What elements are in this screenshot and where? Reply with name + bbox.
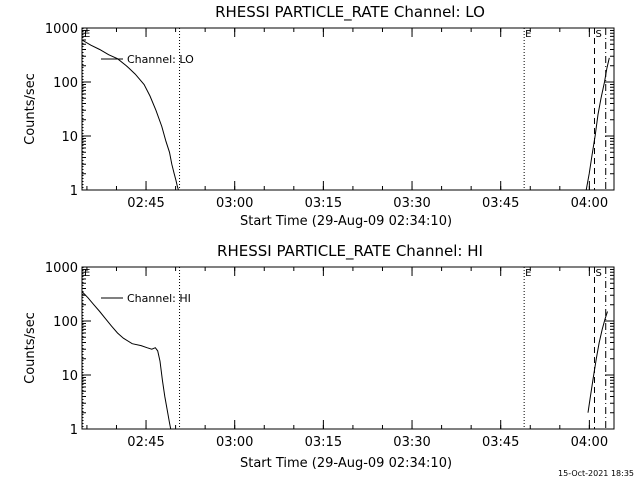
y-tick-label: 1 [70, 184, 78, 199]
y-tick-label: 100 [53, 315, 78, 330]
series-line [587, 311, 608, 413]
panel-hi-plot-frame [81, 266, 615, 430]
event-marker-label: E [525, 29, 531, 40]
y-tick-label: 10 [61, 130, 78, 145]
event-marker-label: S [595, 29, 601, 40]
event-marker-label: E [525, 268, 531, 279]
panel-lo-title: RHESSI PARTICLE_RATE Channel: LO [215, 3, 485, 22]
y-tick-label: 100 [53, 76, 78, 91]
panel-hi-y-axis-label: Counts/sec [23, 312, 38, 384]
panel-hi-title: RHESSI PARTICLE_RATE Channel: HI [217, 242, 483, 261]
series-line [81, 291, 172, 430]
y-tick-label: 1 [70, 423, 78, 438]
panel-lo-data-marks: 1 10 100 1000 02:45 03:00 03:15 03:30 03:45 04:00… [45, 22, 614, 211]
y-tick-label: 10 [61, 369, 78, 384]
x-tick-label: 03:45 [482, 196, 519, 211]
x-tick-label: 03:30 [393, 196, 430, 211]
panel-hi-x-axis-label: Start Time (29-Aug-09 02:34:10) [240, 456, 452, 471]
footer-timestamp: 15-Oct-2021 18:35 [558, 469, 634, 478]
x-tick-label: 03:30 [393, 435, 430, 450]
y-tick-label: 1000 [45, 261, 78, 276]
event-marker-label: E [84, 29, 90, 40]
event-marker-label: E [84, 268, 90, 279]
x-tick-label: 02:45 [127, 435, 164, 450]
panel-lo: RHESSI PARTICLE_RATE Channel: LO Counts/… [23, 3, 615, 229]
x-tick-label: 03:00 [216, 435, 253, 450]
panel-lo-legend-label: Channel: LO [127, 53, 194, 66]
x-tick-label: 03:00 [216, 196, 253, 211]
panel-hi-data-marks: 1 10 100 1000 02:45 03:00 03:15 03:30 03:45 04:00… [45, 261, 614, 450]
panel-lo-x-axis-label: Start Time (29-Aug-09 02:34:10) [240, 214, 452, 229]
x-tick-label: 03:15 [305, 435, 342, 450]
x-tick-label: 02:45 [127, 196, 164, 211]
panel-hi: RHESSI PARTICLE_RATE Channel: HI Counts/… [23, 242, 615, 471]
event-marker-label: S [595, 268, 601, 279]
x-tick-label: 03:15 [305, 196, 342, 211]
series-line [81, 39, 179, 191]
panel-lo-plot-frame [81, 27, 615, 191]
series-line [585, 57, 610, 191]
panel-hi-legend-label: Channel: HI [127, 292, 191, 305]
x-tick-label: 03:45 [482, 435, 519, 450]
x-tick-label: 04:00 [571, 435, 608, 450]
x-tick-label: 04:00 [571, 196, 608, 211]
panel-lo-y-axis-label: Counts/sec [23, 73, 38, 145]
y-tick-label: 1000 [45, 22, 78, 37]
